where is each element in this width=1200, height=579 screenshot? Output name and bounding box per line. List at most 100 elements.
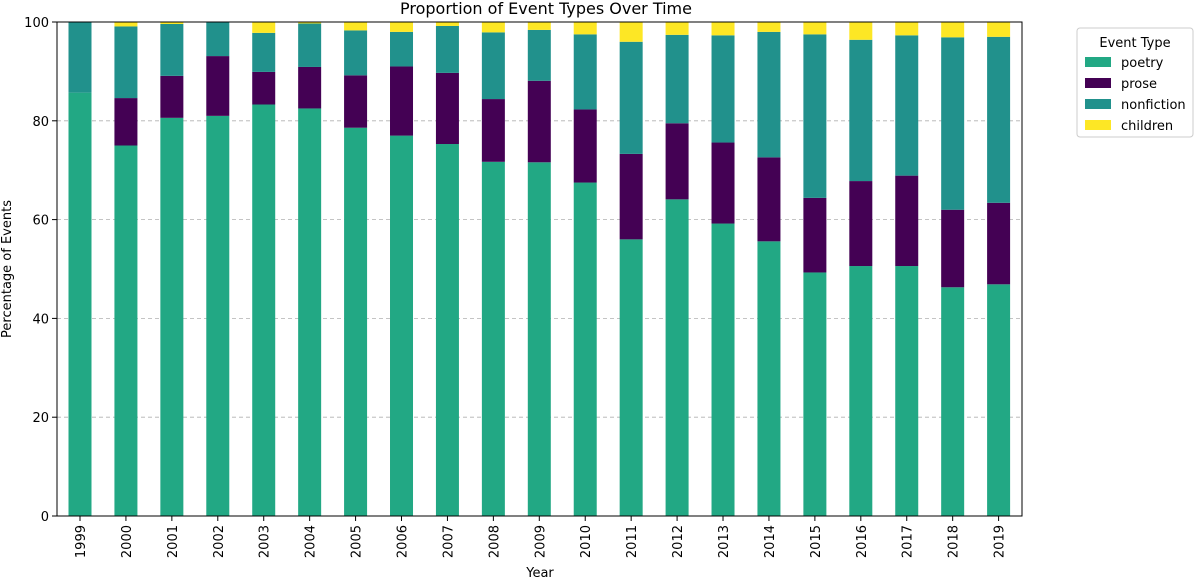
legend-title: Event Type xyxy=(1099,36,1170,51)
bar-segment-prose xyxy=(435,72,459,145)
x-tick-label: 2011 xyxy=(625,525,640,558)
bar-segment-nonfiction xyxy=(619,41,643,154)
bar-segment-prose xyxy=(573,109,597,183)
bar-segment-children xyxy=(987,22,1011,37)
x-tick-label: 2009 xyxy=(533,525,548,558)
y-tick-label: 80 xyxy=(32,115,49,130)
bar-segment-poetry xyxy=(711,223,735,516)
bar-segment-poetry xyxy=(849,266,873,516)
x-tick-label: 2015 xyxy=(809,525,824,558)
x-tick-label: 2012 xyxy=(671,525,686,558)
x-tick-label: 2001 xyxy=(166,525,181,558)
bar-segment-children xyxy=(895,22,919,36)
bar-segment-children xyxy=(481,22,505,33)
bar-segment-children xyxy=(849,22,873,40)
legend-frame xyxy=(1076,27,1194,138)
bar-segment-poetry xyxy=(941,287,965,516)
legend-label-prose: prose xyxy=(1121,77,1157,92)
bar-segment-children xyxy=(665,22,689,35)
legend-label-poetry: poetry xyxy=(1121,56,1164,71)
bar-segment-children xyxy=(344,22,368,31)
bar-segment-nonfiction xyxy=(665,34,689,124)
bar-segment-prose xyxy=(481,99,505,162)
bar-segment-prose xyxy=(987,202,1011,285)
bar-segment-children xyxy=(941,22,965,38)
bar-segment-poetry xyxy=(987,284,1011,516)
bar-segment-prose xyxy=(941,209,965,288)
bar-segment-children xyxy=(711,22,735,36)
bar-segment-prose xyxy=(390,66,414,136)
bar-segment-poetry xyxy=(481,161,505,516)
x-tick-label: 2019 xyxy=(993,525,1008,558)
bar-segment-poetry xyxy=(298,108,322,516)
x-tick-label: 2018 xyxy=(947,525,962,558)
x-tick-label: 2006 xyxy=(396,525,411,558)
bar-segment-children xyxy=(757,22,781,32)
bar-segment-prose xyxy=(527,80,551,163)
bar-segment-children xyxy=(390,22,414,32)
bar-segment-nonfiction xyxy=(711,35,735,143)
bar-segment-children xyxy=(619,22,643,42)
bar-segment-prose xyxy=(206,56,230,116)
bar-segment-nonfiction xyxy=(298,23,322,67)
legend: Event Type poetry prose nonfiction children xyxy=(1076,27,1194,138)
bar-segment-poetry xyxy=(160,117,184,516)
bar-segment-nonfiction xyxy=(757,31,781,158)
bar-segment-nonfiction xyxy=(344,30,368,76)
bar-segment-poetry xyxy=(344,127,368,516)
bar-segment-poetry xyxy=(665,199,689,516)
x-tick-label: 2010 xyxy=(579,525,594,558)
x-tick-label: 2004 xyxy=(304,525,319,558)
bar-segment-poetry xyxy=(619,239,643,517)
bar-segment-children xyxy=(114,22,138,27)
bar-segment-children xyxy=(573,22,597,35)
legend-label-nonfiction: nonfiction xyxy=(1121,98,1186,113)
bar-segment-poetry xyxy=(435,144,459,516)
y-tick-label: 0 xyxy=(41,510,49,525)
chart-title: Proportion of Event Types Over Time xyxy=(400,0,692,18)
legend-swatch-nonfiction xyxy=(1085,99,1111,109)
x-tick-label: 2005 xyxy=(350,525,365,558)
x-axis-label: Year xyxy=(525,566,554,579)
bar-segment-prose xyxy=(160,75,184,118)
bar-segment-prose xyxy=(344,75,368,128)
legend-swatch-children xyxy=(1085,120,1111,130)
bars xyxy=(68,22,1011,517)
legend-swatch-prose xyxy=(1085,78,1111,88)
y-axis: 0 20 40 60 80 100 xyxy=(24,16,57,525)
bar-segment-poetry xyxy=(68,92,92,516)
bar-segment-prose xyxy=(711,142,735,224)
bar-segment-nonfiction xyxy=(573,34,597,110)
bar-segment-children xyxy=(252,22,276,33)
x-tick-label: 2003 xyxy=(258,525,273,558)
bar-segment-nonfiction xyxy=(206,22,230,57)
bar-segment-children xyxy=(803,22,827,35)
bar-segment-nonfiction xyxy=(114,26,138,99)
bar-segment-nonfiction xyxy=(160,23,184,76)
bar-segment-nonfiction xyxy=(987,36,1011,203)
x-tick-label: 2002 xyxy=(212,525,227,558)
y-tick-label: 20 xyxy=(32,411,49,426)
x-tick-label: 2016 xyxy=(855,525,870,558)
bar-segment-poetry xyxy=(114,145,138,516)
x-tick-label: 1999 xyxy=(74,525,89,558)
bar-segment-poetry xyxy=(803,272,827,516)
bar-segment-children xyxy=(298,22,322,24)
bar-segment-nonfiction xyxy=(435,25,459,73)
x-tick-label: 2000 xyxy=(120,525,135,558)
bar-segment-prose xyxy=(895,175,919,267)
bar-segment-nonfiction xyxy=(252,32,276,72)
y-tick-label: 60 xyxy=(32,214,49,229)
bar-segment-nonfiction xyxy=(941,37,965,210)
x-tick-label: 2014 xyxy=(763,525,778,558)
x-tick-label: 2013 xyxy=(717,525,732,558)
legend-swatch-poetry xyxy=(1085,57,1111,67)
bar-segment-children xyxy=(435,22,459,26)
bar-segment-nonfiction xyxy=(390,31,414,67)
x-tick-label: 2017 xyxy=(901,525,916,558)
bar-segment-prose xyxy=(114,98,138,146)
bar-segment-poetry xyxy=(573,182,597,517)
bar-segment-prose xyxy=(298,66,322,109)
bar-segment-prose xyxy=(849,181,873,267)
